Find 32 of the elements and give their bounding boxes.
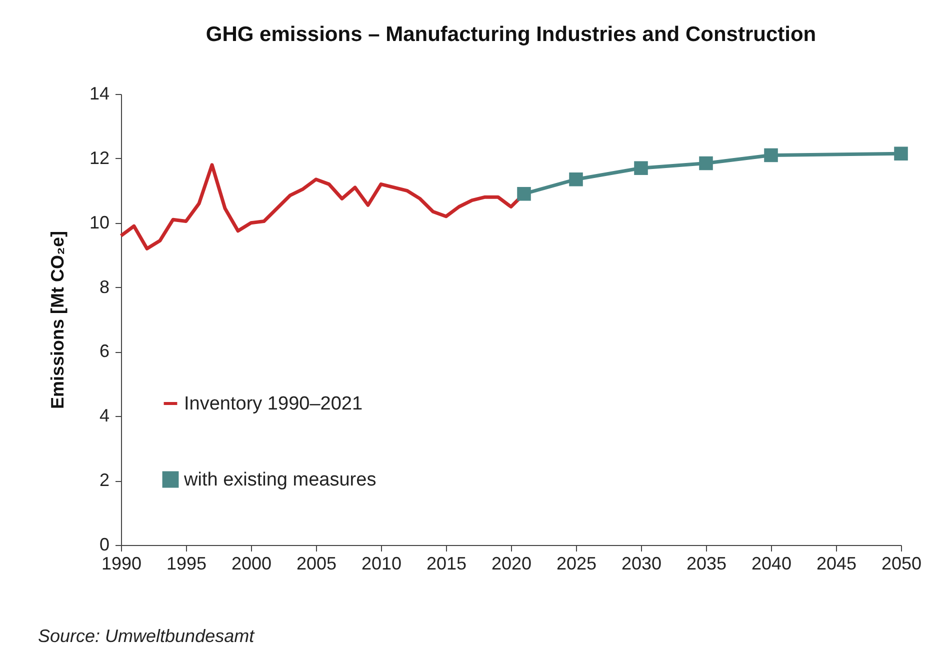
- point: [569, 172, 583, 186]
- x-tick-label: 2025: [556, 554, 597, 574]
- x-tick-label: 2030: [621, 554, 662, 574]
- legend-label: with existing measures: [183, 470, 376, 490]
- x-tick-label: 2015: [426, 554, 467, 574]
- x-tick-label: 2045: [816, 554, 857, 574]
- y-tick-label: 8: [99, 276, 110, 297]
- x-tick-label: 2000: [231, 554, 272, 574]
- x-tick-label: 2035: [686, 554, 727, 574]
- point: [764, 148, 778, 162]
- x-tick-label: 2050: [881, 554, 922, 574]
- x-tick-label: 2010: [361, 554, 402, 574]
- point: [894, 146, 908, 160]
- y-tick-label: 6: [99, 341, 110, 362]
- x-tick-label: 1990: [101, 554, 142, 574]
- chart-title: GHG emissions – Manufacturing Industries and Construction: [206, 23, 816, 46]
- point: [517, 186, 531, 201]
- y-tick-label: 2: [99, 470, 110, 490]
- y-tick-label: 0: [99, 534, 110, 554]
- y-tick-label: 10: [89, 212, 110, 232]
- y-tick-label: 14: [89, 84, 110, 104]
- x-tick-label: 1995: [166, 554, 207, 574]
- source-note: Source: Umweltbundesamt: [38, 626, 254, 647]
- x-tick-label: 2005: [296, 554, 337, 574]
- point: [634, 161, 648, 175]
- y-tick-label: 12: [89, 148, 110, 168]
- x-tick-label: 2040: [751, 554, 792, 574]
- point: [699, 156, 713, 170]
- legend-label: Inventory 1990–2021: [184, 394, 363, 414]
- y-axis-title: Emissions [Mt CO₂e]: [47, 230, 68, 410]
- x-tick-label: 2020: [491, 554, 532, 574]
- y-tick-label: 4: [99, 406, 110, 426]
